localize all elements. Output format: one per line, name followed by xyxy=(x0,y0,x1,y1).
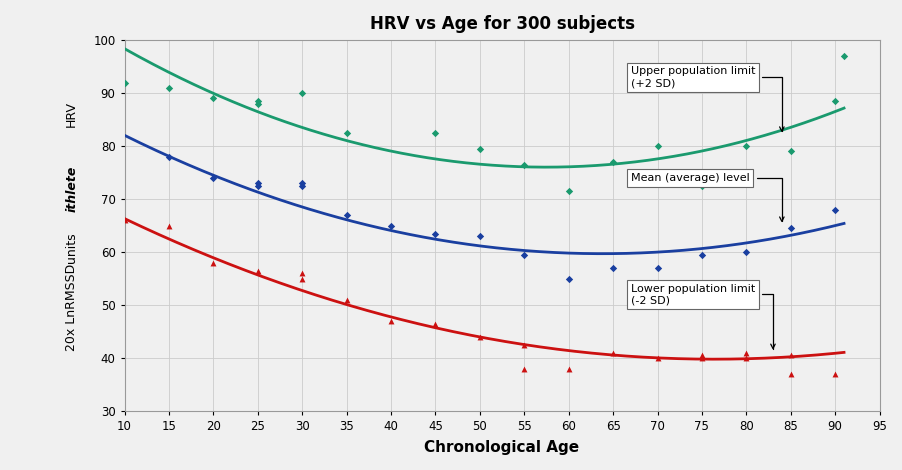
Point xyxy=(739,248,753,256)
Point xyxy=(606,264,621,272)
Point xyxy=(837,52,851,60)
Point xyxy=(650,264,665,272)
Point xyxy=(251,100,265,108)
Point xyxy=(295,180,309,187)
Point xyxy=(295,275,309,282)
Text: units: units xyxy=(65,233,78,263)
Point xyxy=(161,153,176,160)
Point xyxy=(561,365,575,372)
Point xyxy=(828,206,842,213)
Point xyxy=(739,349,753,357)
Point xyxy=(695,251,709,258)
Point xyxy=(473,333,487,341)
Point xyxy=(517,365,531,372)
Point xyxy=(295,182,309,189)
Point xyxy=(517,161,531,168)
Point xyxy=(473,232,487,240)
Point xyxy=(784,225,798,232)
Point xyxy=(207,259,221,266)
Point xyxy=(561,188,575,195)
Point xyxy=(428,320,443,328)
Point xyxy=(695,354,709,362)
Point xyxy=(251,267,265,274)
Point xyxy=(161,84,176,92)
Point xyxy=(695,352,709,359)
Point xyxy=(295,89,309,97)
Point xyxy=(339,211,354,219)
X-axis label: Chronological Age: Chronological Age xyxy=(425,440,580,455)
Point xyxy=(517,251,531,258)
Text: ithlete: ithlete xyxy=(65,165,78,212)
Point xyxy=(428,230,443,237)
Text: HRV: HRV xyxy=(65,102,78,127)
Point xyxy=(117,217,132,224)
Point xyxy=(251,97,265,105)
Text: 20x LnRMSSD: 20x LnRMSSD xyxy=(65,264,78,351)
Point xyxy=(517,341,531,349)
Text: Lower population limit
(-2 SD): Lower population limit (-2 SD) xyxy=(630,284,775,349)
Point xyxy=(251,180,265,187)
Point xyxy=(784,352,798,359)
Point xyxy=(295,269,309,277)
Point xyxy=(117,79,132,86)
Point xyxy=(339,296,354,304)
Point xyxy=(207,94,221,102)
Point xyxy=(384,317,399,325)
Point xyxy=(650,354,665,362)
Text: Upper population limit
(+2 SD): Upper population limit (+2 SD) xyxy=(630,66,784,131)
Point xyxy=(251,182,265,189)
Point xyxy=(384,222,399,229)
Point xyxy=(784,148,798,155)
Point xyxy=(207,174,221,181)
Point xyxy=(784,370,798,378)
Point xyxy=(473,145,487,152)
Point xyxy=(161,222,176,229)
Point xyxy=(561,275,575,282)
Point xyxy=(828,97,842,105)
Point xyxy=(695,182,709,189)
Point xyxy=(739,142,753,150)
Point xyxy=(739,354,753,362)
Point xyxy=(606,158,621,166)
Text: Mean (average) level: Mean (average) level xyxy=(630,173,784,221)
Point xyxy=(339,129,354,137)
Point xyxy=(650,142,665,150)
Point xyxy=(828,370,842,378)
Title: HRV vs Age for 300 subjects: HRV vs Age for 300 subjects xyxy=(370,15,635,33)
Point xyxy=(428,129,443,137)
Point xyxy=(606,349,621,357)
